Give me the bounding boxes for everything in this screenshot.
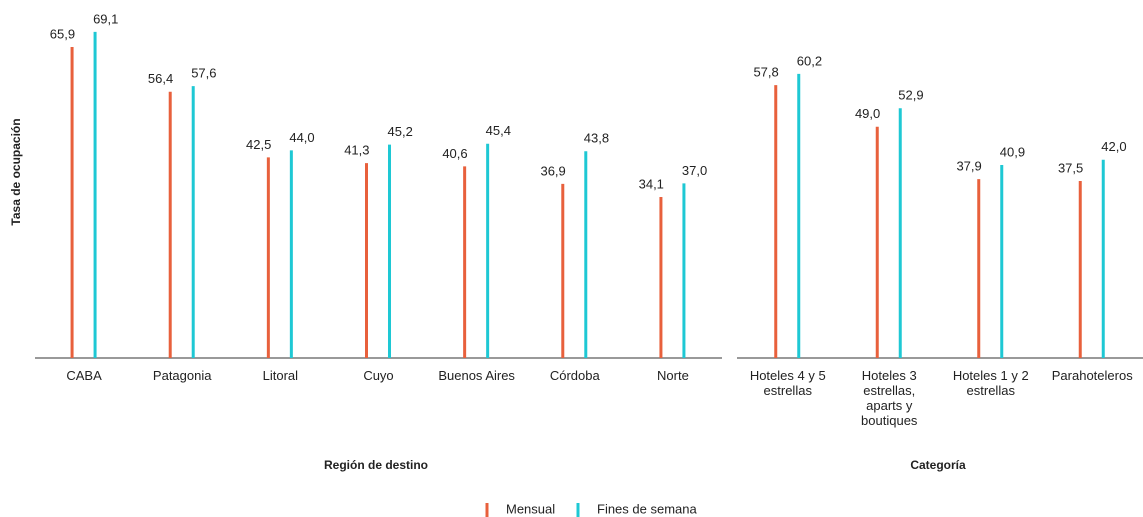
data-label: 57,6 — [191, 66, 216, 81]
data-label: 42,0 — [1101, 139, 1126, 154]
x-tick-label: Patagonia — [152, 368, 212, 383]
data-label: 45,2 — [388, 124, 413, 139]
data-label: 44,0 — [289, 130, 314, 145]
data-label: 36,9 — [540, 163, 565, 178]
data-label: 56,4 — [148, 71, 173, 86]
data-label: 41,3 — [344, 143, 369, 158]
data-label: 45,4 — [486, 123, 511, 138]
data-label: 40,9 — [1000, 144, 1025, 159]
x-axis-label: Categoría — [910, 458, 966, 472]
x-tick-label: Hoteles 3 estrellas, aparts y boutiques — [861, 368, 918, 428]
data-label: 49,0 — [855, 106, 880, 121]
data-label: 34,1 — [639, 176, 664, 191]
data-label: 37,5 — [1058, 160, 1083, 175]
x-tick-label: Hoteles 4 y 5 estrellas — [749, 368, 826, 398]
y-axis-label: Tasa de ocupación — [9, 118, 23, 225]
legend-label: Mensual — [506, 501, 555, 516]
data-label: 37,0 — [682, 163, 707, 178]
x-tick-label: Buenos Aires — [438, 368, 515, 383]
data-label: 43,8 — [584, 131, 609, 146]
data-label: 57,8 — [753, 65, 778, 80]
x-tick-label: Cuyo — [363, 368, 394, 383]
x-tick-label: Litoral — [262, 368, 299, 383]
x-tick-label: Córdoba — [549, 368, 600, 383]
x-tick-label: Hoteles 1 y 2 estrellas — [952, 368, 1029, 398]
data-label: 40,6 — [442, 146, 467, 161]
x-tick-label: Norte — [657, 368, 689, 383]
data-label: 65,9 — [50, 26, 75, 41]
data-label: 42,5 — [246, 137, 271, 152]
data-label: 52,9 — [898, 88, 923, 103]
legend-label: Fines de semana — [597, 501, 697, 516]
x-tick-label: CABA — [66, 368, 102, 383]
data-label: 60,2 — [797, 53, 822, 68]
data-label: 37,9 — [956, 159, 981, 174]
x-axis-label: Región de destino — [324, 458, 428, 472]
data-label: 69,1 — [93, 11, 118, 26]
x-tick-label: Parahoteleros — [1051, 368, 1133, 383]
